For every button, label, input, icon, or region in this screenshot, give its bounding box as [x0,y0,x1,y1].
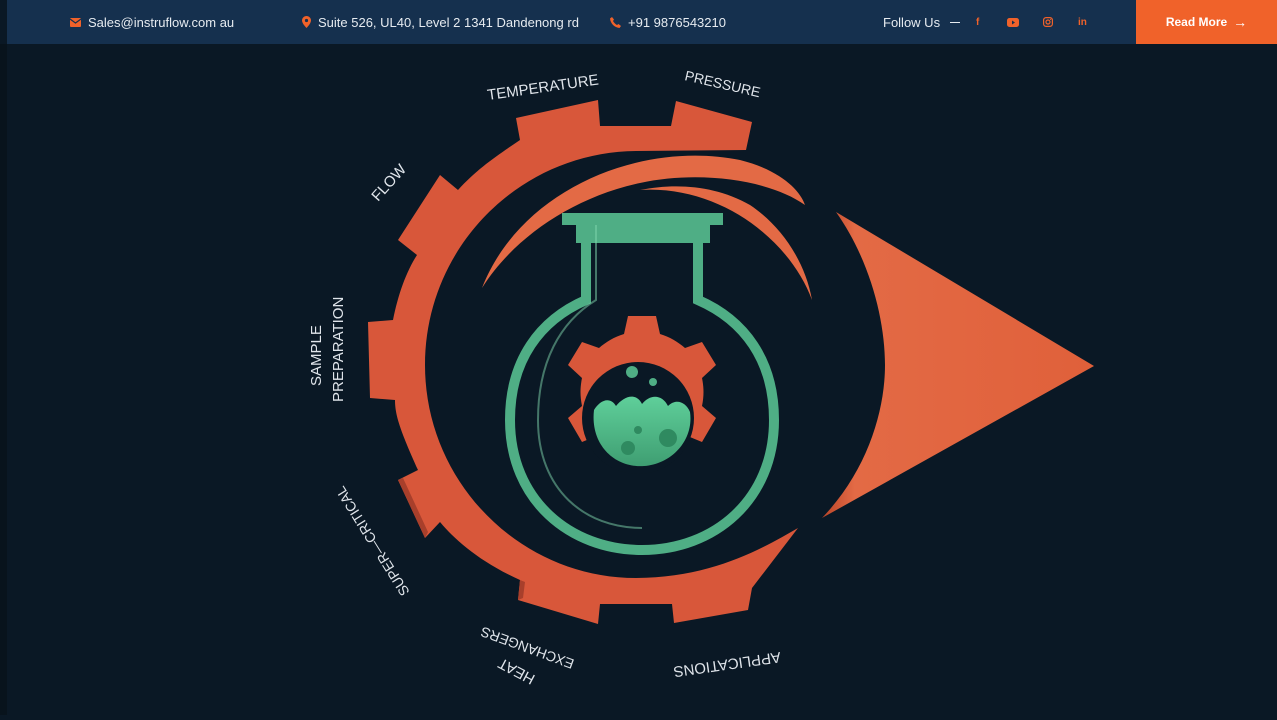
linkedin-icon: in [1078,16,1087,28]
facebook-link[interactable]: f [976,0,979,44]
large-gear [368,100,798,624]
arrow-right-icon: → [1233,14,1248,30]
phone-icon [610,16,621,28]
label-heat: HEAT [496,654,538,687]
hero-graphic: TEMPERATURE PRESSURE FLOW SAMPLE PREPARA… [0,44,1277,715]
read-more-button[interactable]: Read More → [1136,0,1277,44]
contact-address: Suite 526, UL40, Level 2 1341 Dandenong … [302,0,579,44]
location-pin-icon [302,16,311,28]
flask-icon [504,213,780,556]
flask-liquid [593,396,691,467]
label-super-critical: SUPER—CRITICAL [332,483,412,599]
play-triangle [822,212,1094,518]
left-edge [0,44,7,715]
follow-us-label: Follow Us [883,14,941,30]
hero-svg: TEMPERATURE PRESSURE FLOW SAMPLE PREPARA… [308,67,1094,687]
label-exchangers: EXCHANGERS [478,624,576,673]
top-bar: Sales@instruflow.com au Suite 526, UL40,… [7,0,1277,44]
email-text: Sales@instruflow.com au [88,14,235,30]
contact-email[interactable]: Sales@instruflow.com au [70,0,234,44]
instagram-icon [1043,17,1053,27]
divider [950,22,960,23]
facebook-icon: f [976,16,980,28]
label-applications: APPLICATIONS [672,648,781,680]
mail-icon [70,17,81,27]
label-pressure: PRESSURE [683,67,762,100]
label-sample: SAMPLE [308,325,325,386]
linkedin-link[interactable]: in [1078,0,1087,44]
youtube-link[interactable] [1007,0,1019,44]
address-text: Suite 526, UL40, Level 2 1341 Dandenong … [318,14,579,30]
label-temperature: TEMPERATURE [486,72,600,104]
label-flow: FLOW [368,160,410,204]
crescent-arc [482,155,805,288]
phone-text: +91 9876543210 [628,14,726,30]
instagram-link[interactable] [1043,0,1053,44]
label-preparation: PREPARATION [330,297,347,402]
contact-phone[interactable]: +91 9876543210 [610,0,726,44]
youtube-icon [1007,17,1019,27]
